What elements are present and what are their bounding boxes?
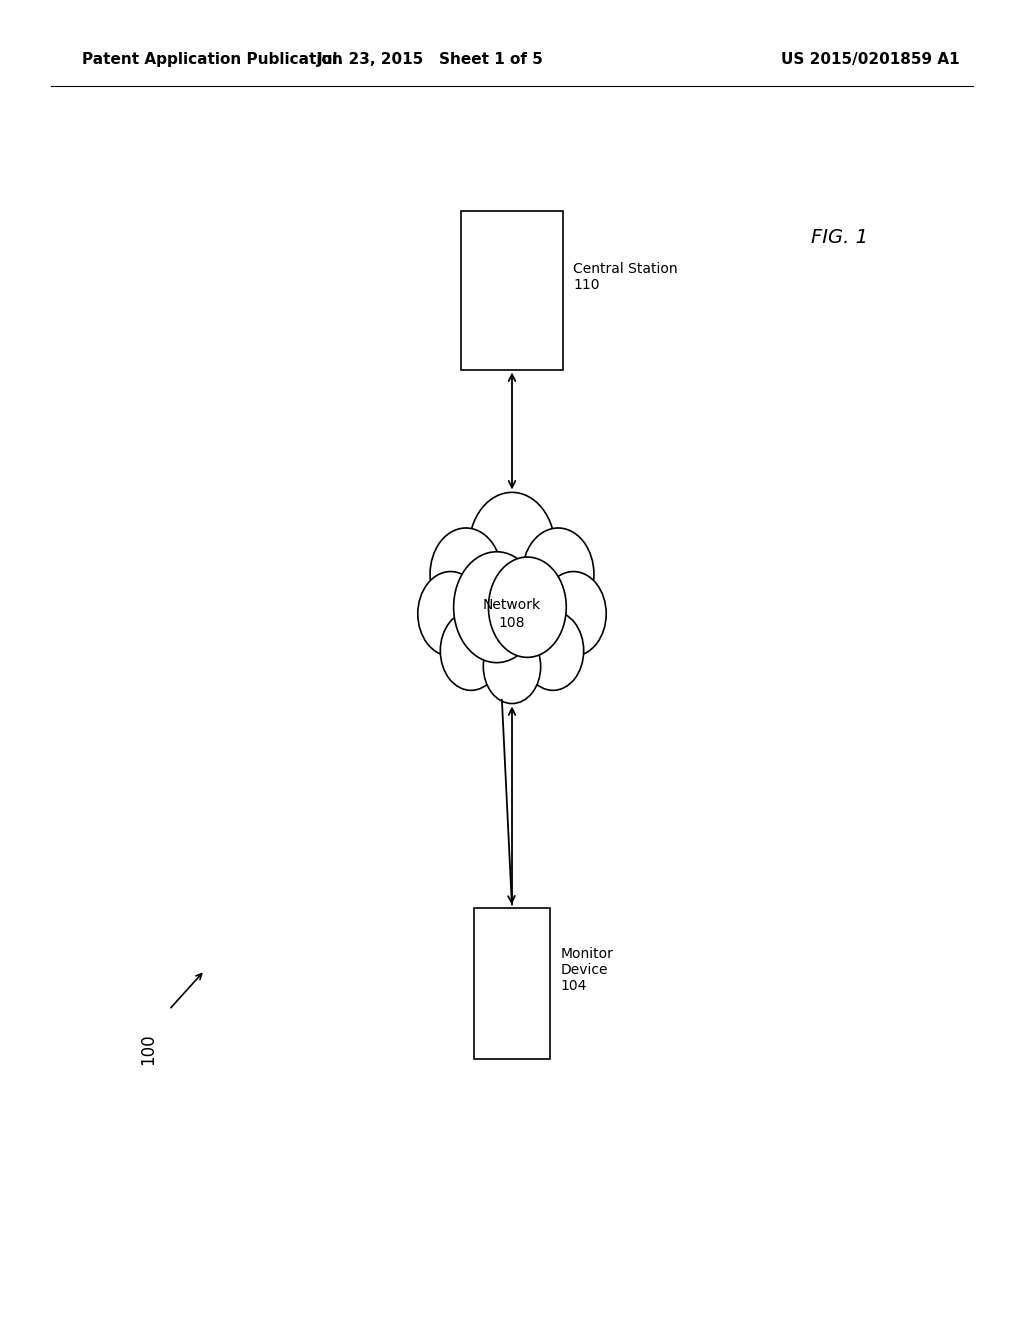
Circle shape [522, 528, 594, 620]
Circle shape [483, 630, 541, 704]
Circle shape [454, 552, 540, 663]
Circle shape [522, 611, 584, 690]
FancyBboxPatch shape [461, 211, 563, 370]
Text: Monitor
Device
104: Monitor Device 104 [561, 946, 613, 994]
Circle shape [522, 528, 594, 620]
Circle shape [488, 557, 566, 657]
Text: Central Station
110: Central Station 110 [573, 263, 678, 292]
Circle shape [440, 611, 502, 690]
Circle shape [541, 572, 606, 656]
Circle shape [488, 557, 566, 657]
Circle shape [418, 572, 483, 656]
FancyBboxPatch shape [473, 908, 551, 1059]
Circle shape [483, 630, 541, 704]
Circle shape [469, 492, 555, 603]
Circle shape [430, 528, 502, 620]
Circle shape [454, 552, 540, 663]
Text: Patent Application Publication: Patent Application Publication [82, 51, 343, 67]
Circle shape [541, 572, 606, 656]
Text: US 2015/0201859 A1: US 2015/0201859 A1 [781, 51, 959, 67]
Text: 100: 100 [139, 1034, 158, 1065]
Text: Network
108: Network 108 [483, 598, 541, 630]
Text: FIG. 1: FIG. 1 [811, 228, 868, 247]
Text: Jul. 23, 2015   Sheet 1 of 5: Jul. 23, 2015 Sheet 1 of 5 [316, 51, 544, 67]
Circle shape [522, 611, 584, 690]
Circle shape [440, 611, 502, 690]
Circle shape [469, 492, 555, 603]
Circle shape [418, 572, 483, 656]
Circle shape [430, 528, 502, 620]
